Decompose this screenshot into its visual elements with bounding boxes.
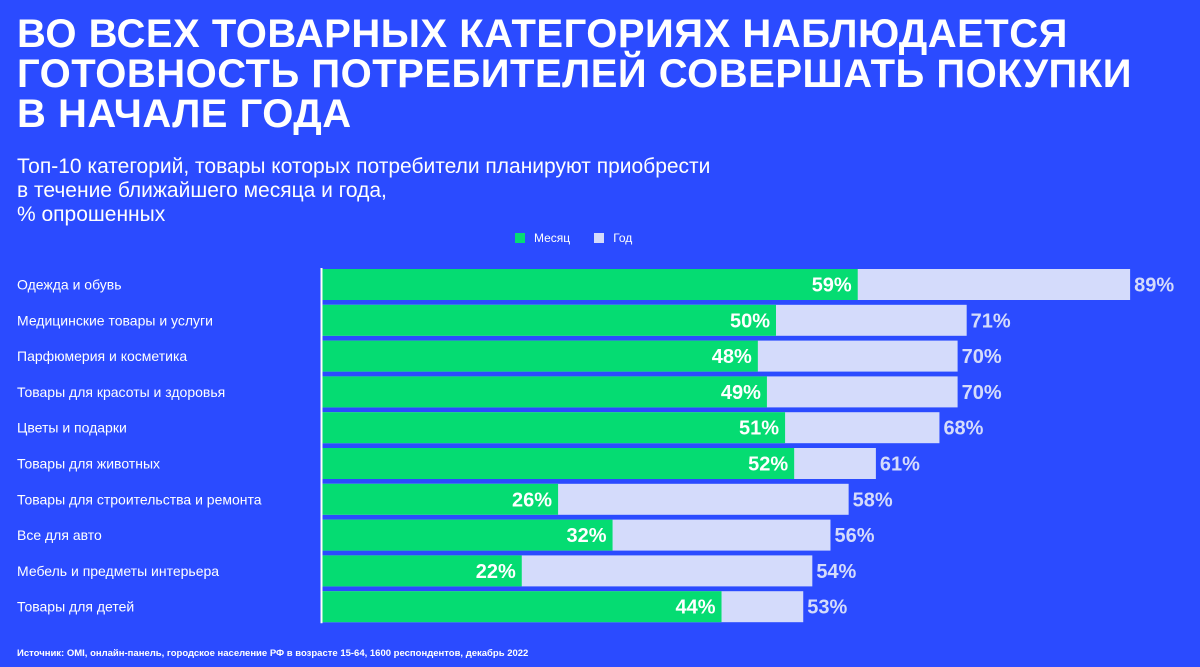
bar-month [322, 376, 767, 408]
category-label: Товары для строительства и ремонта [17, 491, 262, 507]
category-label: Мебель и предметы интерьера [17, 563, 219, 579]
bar-month [322, 269, 858, 300]
category-label: Все для авто [17, 527, 102, 543]
bar-month [322, 412, 786, 444]
bar-month [322, 340, 758, 372]
legend-month: Месяц [515, 231, 570, 245]
chart-legend: Месяц Год [515, 231, 632, 245]
category-label: Одежда и обувь [17, 277, 122, 293]
data-label-month: 52% [748, 454, 788, 476]
category-label: Парфюмерия и косметика [17, 348, 187, 364]
bar-month [322, 519, 613, 551]
data-label-month: 49% [721, 382, 761, 404]
data-label-year: 58% [853, 489, 893, 511]
data-label-year: 53% [807, 597, 847, 619]
data-label-month: 22% [476, 561, 516, 583]
data-label-year: 70% [962, 346, 1002, 368]
bar-month [322, 304, 776, 336]
title-line: ВО ВСЕХ ТОВАРНЫХ КАТЕГОРИЯХ НАБЛЮДАЕТСЯ [17, 12, 1068, 56]
data-label-month: 50% [730, 310, 770, 332]
subtitle-line: в течение ближайшего месяца и года, [17, 179, 387, 202]
data-label-year: 68% [943, 418, 983, 440]
subtitle-line: % опрошенных [17, 203, 166, 226]
legend-label: Месяц [534, 231, 571, 245]
data-label-year: 71% [971, 310, 1011, 332]
bar-month [322, 483, 559, 515]
data-label-year: 56% [834, 525, 874, 547]
title-line: В НАЧАЛЕ ГОДА [17, 92, 352, 136]
subtitle-line: Топ-10 категорий, товары которых потреби… [17, 155, 711, 178]
data-label-month: 51% [739, 418, 779, 440]
data-label-year: 89% [1134, 275, 1174, 297]
bar-month [322, 448, 795, 479]
legend-swatch-month [515, 233, 525, 243]
page-title: ВО ВСЕХ ТОВАРНЫХ КАТЕГОРИЯХ НАБЛЮДАЕТСЯ … [17, 14, 1132, 134]
category-label: Медицинские товары и услуги [17, 312, 213, 328]
source-note: Источник: OMI, онлайн-панель, городское … [17, 648, 529, 659]
legend-swatch-year [594, 233, 605, 243]
chart-subtitle: Топ-10 категорий, товары которых потреби… [17, 155, 710, 227]
data-label-month: 32% [567, 525, 607, 547]
category-label: Товары для животных [17, 456, 160, 472]
legend-label: Год [613, 231, 633, 245]
title-line: ГОТОВНОСТЬ ПОТРЕБИТЕЛЕЙ СОВЕРШАТЬ ПОКУПК… [17, 52, 1132, 96]
data-label-year: 61% [880, 454, 920, 476]
legend-year: Год [594, 231, 632, 245]
data-label-month: 48% [712, 346, 752, 368]
data-label-month: 44% [675, 597, 715, 619]
category-label: Цветы и подарки [17, 420, 127, 436]
data-label-month: 26% [512, 489, 552, 511]
bar-month [322, 591, 722, 623]
data-label-year: 54% [816, 561, 856, 583]
category-label: Товары для красоты и здоровья [17, 384, 225, 400]
data-label-month: 59% [812, 275, 852, 297]
category-label: Товары для детей [17, 599, 134, 615]
data-label-year: 70% [962, 382, 1002, 404]
bar-month [322, 555, 522, 587]
